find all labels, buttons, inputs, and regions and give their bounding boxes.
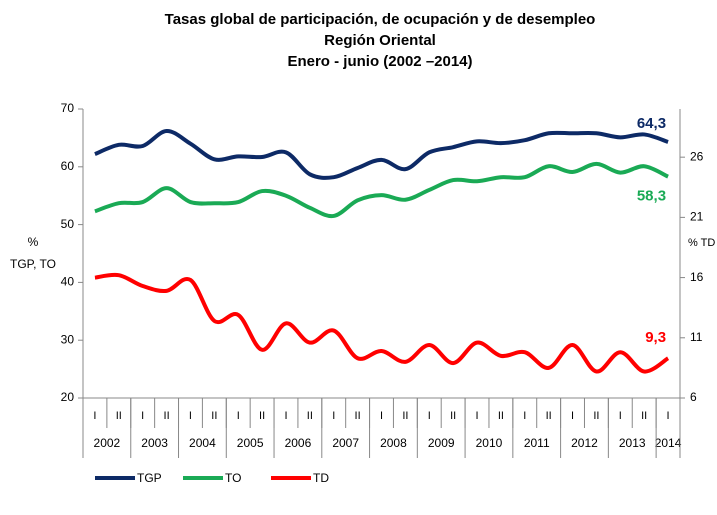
x-tick-label: I [619, 410, 622, 422]
y-tick-label: 30 [61, 332, 75, 346]
x-tick-label: I [237, 410, 240, 422]
x-tick-label: I [141, 410, 144, 422]
x-tick-label: II [546, 410, 552, 422]
x-tick-label: I [284, 410, 287, 422]
x-tick-label: II [355, 410, 361, 422]
x-tick-label: I [667, 410, 670, 422]
legend-label: TGP [137, 471, 162, 485]
x-group-label: 2006 [285, 436, 312, 450]
x-tick-label: I [571, 410, 574, 422]
chart-title: Región Oriental [324, 32, 436, 49]
x-tick-label: II [259, 410, 265, 422]
y2-tick-label: 16 [690, 270, 704, 284]
x-group-label: 2008 [380, 436, 407, 450]
x-group-label: 2007 [332, 436, 359, 450]
y-tick-label: 40 [61, 275, 75, 289]
x-tick-label: II [450, 410, 456, 422]
y-axis-label: TGP, TO [10, 257, 56, 271]
x-tick-label: I [523, 410, 526, 422]
data-label: 58,3 [637, 188, 666, 205]
y2-tick-label: 11 [690, 330, 703, 344]
x-group-label: 2002 [94, 436, 121, 450]
x-group-label: 2014 [655, 436, 682, 450]
y-tick-label: 70 [61, 101, 75, 115]
line-series [94, 272, 670, 374]
y-tick-label: 20 [61, 390, 75, 404]
y2-tick-label: 6 [690, 390, 697, 404]
x-tick-label: I [93, 410, 96, 422]
x-tick-label: I [332, 410, 335, 422]
y2-tick-label: 26 [690, 149, 704, 163]
x-group-label: 2005 [237, 436, 264, 450]
y-tick-label: 60 [61, 159, 75, 173]
x-tick-label: II [593, 410, 599, 422]
line-series [94, 161, 669, 219]
x-group-label: 2003 [141, 436, 168, 450]
x-tick-label: II [307, 410, 313, 422]
x-tick-label: II [641, 410, 647, 422]
chart-title: Enero - junio (2002 –2014) [287, 53, 472, 70]
legend-label: TO [225, 471, 241, 485]
legend-label: TD [313, 471, 329, 485]
x-tick-label: II [498, 410, 504, 422]
x-group-label: 2010 [476, 436, 503, 450]
x-tick-label: I [189, 410, 192, 422]
x-tick-label: I [380, 410, 383, 422]
y2-axis-label: % TD [688, 237, 715, 249]
x-tick-label: I [428, 410, 431, 422]
x-group-label: 2004 [189, 436, 216, 450]
x-tick-label: II [402, 410, 408, 422]
x-group-label: 2009 [428, 436, 455, 450]
line-series [94, 128, 669, 180]
y2-tick-label: 21 [690, 210, 704, 224]
x-tick-label: II [116, 410, 122, 422]
x-tick-label: II [164, 410, 170, 422]
data-label: 9,3 [645, 329, 666, 346]
chart-title: Tasas global de participación, de ocupac… [165, 11, 596, 28]
x-tick-label: II [211, 410, 217, 422]
y-tick-label: 50 [61, 217, 75, 231]
x-group-label: 2012 [571, 436, 598, 450]
y-axis-label: % [28, 235, 39, 249]
data-label: 64,3 [637, 115, 666, 132]
x-tick-label: I [475, 410, 478, 422]
x-group-label: 2011 [524, 436, 550, 450]
x-group-label: 2013 [619, 436, 646, 450]
